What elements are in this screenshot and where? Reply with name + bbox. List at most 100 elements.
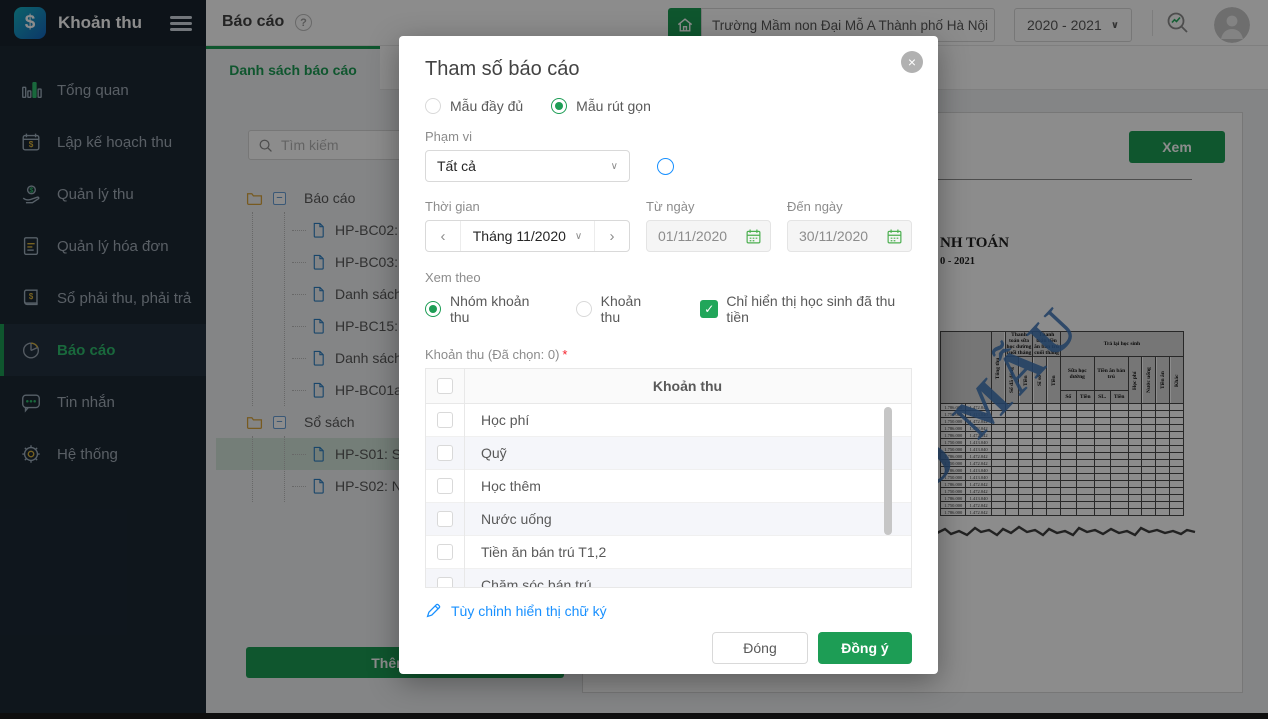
close-icon[interactable]: × [901, 51, 923, 73]
sidebar-item-so-phai-thu-phai-tra[interactable]: $ Sổ phải thu, phải trả [0, 272, 206, 324]
tree-node[interactable]: − Sổ sách [216, 406, 580, 438]
row-checkbox[interactable] [437, 445, 453, 461]
file-icon [311, 222, 326, 238]
sidebar-item-tong-quan[interactable]: Tổng quan [0, 64, 206, 116]
fee-row[interactable]: Quỹ [426, 437, 911, 470]
file-icon [311, 350, 326, 366]
row-checkbox[interactable] [437, 511, 453, 527]
selection-count-label: Khoản thu (Đã chọn: 0) * [425, 347, 568, 362]
month-select[interactable]: Tháng 11/2020 ∨ [460, 221, 595, 251]
row-checkbox[interactable] [437, 577, 453, 587]
from-date-input[interactable]: 01/11/2020 [646, 220, 771, 252]
close-button[interactable]: Đóng [712, 632, 808, 664]
collapse-toggle-icon[interactable]: − [273, 191, 286, 205]
chat-icon [22, 394, 40, 413]
next-month-icon[interactable]: › [609, 227, 615, 245]
file-icon [311, 318, 326, 334]
preview-group-header: Thanh toán sữa học đường cuối tháng [1004, 330, 1034, 358]
calendar-icon[interactable] [886, 228, 903, 245]
row-checkbox[interactable] [437, 478, 453, 494]
to-date-value: 30/11/2020 [799, 228, 869, 244]
tree-connector [292, 453, 306, 455]
prev-month-icon[interactable]: ‹ [440, 227, 446, 245]
row-checkbox[interactable] [437, 544, 453, 560]
sidebar-item-bao-cao[interactable]: Báo cáo [0, 324, 206, 376]
preview-subgroup-header: Sữa học đường [1059, 356, 1095, 392]
lookup-metrics-icon[interactable] [1164, 9, 1192, 37]
select-all-checkbox[interactable] [437, 378, 453, 394]
preview-col-header: Số [1059, 390, 1077, 405]
radio-khoan-thu[interactable] [575, 301, 592, 317]
svg-text:$: $ [29, 186, 33, 195]
month-value: Tháng 11/2020 [472, 228, 566, 244]
gear-icon [22, 445, 40, 463]
to-date-label: Đến ngày [787, 199, 843, 214]
sidebar-item-label: Quản lý hóa đơn [57, 237, 169, 255]
fee-row[interactable]: Nước uống [426, 503, 911, 536]
radio-label: Khoản thu [600, 293, 642, 325]
preview-data-row: 1.750.000 1.472.042 [939, 487, 1184, 496]
school-year-select[interactable]: 2020 - 2021 ∨ [1014, 8, 1132, 42]
file-icon [311, 382, 326, 398]
only-paid-checkbox[interactable]: ✓ [700, 300, 719, 318]
fee-row[interactable]: Chăm sóc bán trú [426, 569, 911, 587]
sidebar-item-quan-ly-hoa-don[interactable]: Quản lý hóa đơn [0, 220, 206, 272]
ledger-book-icon: $ [23, 289, 38, 306]
tree-connector [292, 293, 306, 295]
row-checkbox[interactable] [437, 412, 453, 428]
info-icon[interactable] [657, 157, 674, 175]
fee-selection-table: Khoản thu Học phí Quỹ Học thêm Nước u [425, 368, 912, 588]
signature-settings-link[interactable]: Tùy chỉnh hiển thị chữ ký [425, 602, 912, 619]
radio-label: Nhóm khoản thu [450, 293, 530, 325]
tree-node[interactable]: − Báo cáo [216, 182, 580, 214]
table-scrollbar-thumb[interactable] [884, 407, 892, 535]
collapse-toggle-icon[interactable]: − [273, 415, 286, 429]
house-icon [677, 18, 692, 32]
table-column-divider [464, 369, 465, 587]
user-avatar[interactable] [1214, 7, 1250, 43]
radio-mau-rut-gon[interactable] [551, 98, 568, 114]
sidebar-item-label: Hệ thống [57, 445, 118, 463]
time-label: Thời gian [425, 199, 480, 214]
to-date-input[interactable]: 30/11/2020 [787, 220, 912, 252]
sidebar-item-label: Lập kế hoạch thu [57, 133, 173, 151]
sidebar-item-he-thong[interactable]: Hệ thống [0, 428, 206, 480]
tree-guide-line [252, 212, 253, 406]
preview-data-row: 1.786.000 1.472.042 [939, 508, 1184, 517]
scope-select[interactable]: Tất cả ∨ [425, 150, 630, 182]
fee-row[interactable]: Học thêm [426, 470, 911, 503]
calendar-dollar-icon: $ [22, 133, 40, 151]
tree-node-label: Sổ sách [304, 414, 355, 430]
file-icon [311, 254, 326, 270]
tree-guide-line [284, 212, 285, 406]
pie-chart-icon [22, 342, 40, 359]
calendar-icon[interactable] [745, 228, 762, 245]
preview-data-row: 1.786.000 1.413.040 [939, 494, 1184, 503]
file-icon [311, 286, 326, 302]
modal-title: Tham số báo cáo [425, 58, 580, 80]
view-report-button[interactable]: Xem [1129, 131, 1225, 163]
preview-header-row: Số đã đóng Tiền Sĩ số Tiền Sữa học đường… [941, 356, 1184, 404]
sidebar-item-tin-nhan[interactable]: Tin nhắn [0, 376, 206, 428]
fee-row-label: Học phí [481, 412, 530, 428]
ok-button[interactable]: Đồng ý [818, 632, 912, 664]
app-title: Khoản thu [58, 13, 143, 32]
hamburger-menu-icon[interactable] [170, 13, 192, 34]
radio-nhom-khoan-thu[interactable] [425, 301, 441, 317]
preview-group-header: Thanh toán tiền ăn bán trú cuối tháng [1032, 330, 1061, 358]
svg-text:$: $ [29, 140, 34, 149]
signature-link-label: Tùy chỉnh hiển thị chữ ký [451, 602, 607, 619]
fee-row[interactable]: Học phí [426, 404, 911, 437]
fee-row[interactable]: Tiền ăn bán trú T1,2 [426, 536, 911, 569]
radio-label: Mẫu đầy đủ [450, 98, 524, 114]
tab-danh-sach-bao-cao[interactable]: Danh sách báo cáo [206, 46, 380, 91]
radio-mau-day-du[interactable] [425, 98, 441, 114]
help-icon[interactable]: ? [295, 14, 312, 31]
tree-guide-line [252, 436, 253, 502]
tree-connector [292, 357, 306, 359]
view-by-label: Xem theo [425, 270, 481, 285]
fee-row-label: Nước uống [481, 511, 552, 527]
sidebar-item-quan-ly-thu[interactable]: $ Quản lý thu [0, 168, 206, 220]
sidebar-item-lap-ke-hoach-thu[interactable]: $ Lập kế hoạch thu [0, 116, 206, 168]
sidebar-item-label: Sổ phải thu, phải trả [57, 289, 192, 307]
